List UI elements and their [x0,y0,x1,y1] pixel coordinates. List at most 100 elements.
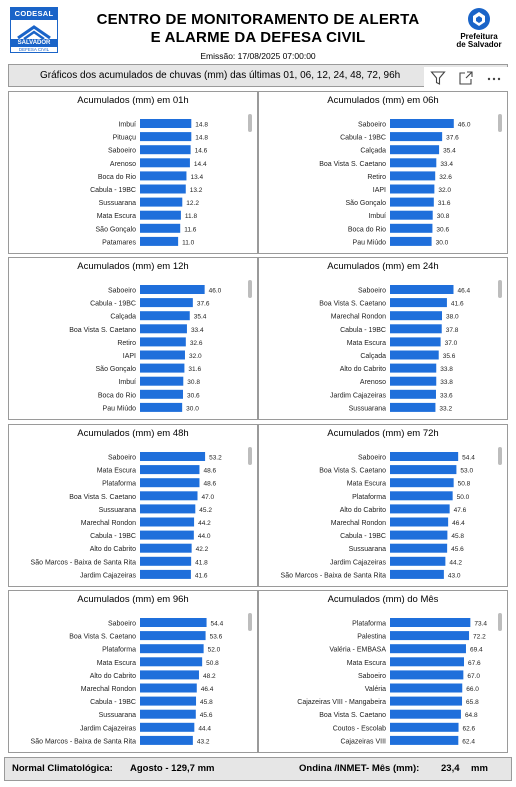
bar[interactable] [140,311,190,321]
bar[interactable] [140,722,195,732]
bar[interactable] [390,324,442,334]
bar[interactable] [140,285,205,294]
bar[interactable] [390,311,442,321]
bar[interactable] [140,145,191,155]
expand-icon[interactable] [457,69,475,87]
bar[interactable] [390,478,454,488]
bar[interactable] [140,119,192,128]
bar[interactable] [140,709,196,719]
bar[interactable] [140,350,185,360]
bar[interactable] [140,363,185,373]
bar[interactable] [140,543,192,553]
bar[interactable] [140,223,181,233]
bar[interactable] [390,210,433,220]
bar[interactable] [390,402,436,412]
bar[interactable] [140,670,199,680]
bar[interactable] [390,735,459,745]
bar[interactable] [390,223,433,233]
value-label: 41.8 [195,559,208,566]
bar[interactable] [390,145,440,155]
bar[interactable] [390,184,435,194]
bar[interactable] [390,389,436,399]
bar[interactable] [390,119,454,128]
category-label: Saboeiro [108,148,136,155]
category-label: Mata Escura [97,660,136,667]
bar[interactable] [390,657,465,667]
scrollbar[interactable] [498,613,502,631]
bar[interactable] [140,569,191,579]
prefeitura-logo-line2: de Salvador [456,40,502,49]
bar[interactable] [390,465,457,475]
bar[interactable] [390,376,437,386]
bar[interactable] [140,696,197,706]
bar[interactable] [390,644,466,654]
bar[interactable] [390,530,448,540]
bar[interactable] [140,210,181,220]
bar[interactable] [390,709,461,719]
bar[interactable] [390,452,459,461]
bar-chart-mes: Plataforma 73.4 Palestina 72.2 Valéria - EMB… [297,618,487,745]
scrollbar[interactable] [498,114,502,132]
bar[interactable] [140,324,187,334]
value-label: 66.0 [466,686,479,693]
bar[interactable] [390,171,436,181]
bar[interactable] [390,696,463,706]
value-label: 53.6 [210,634,223,641]
scrollbar[interactable] [248,447,252,465]
bar[interactable] [390,298,447,308]
bar[interactable] [140,657,203,667]
bar[interactable] [140,517,195,527]
bar[interactable] [390,569,444,579]
bar[interactable] [140,158,190,168]
bar[interactable] [390,285,454,294]
filter-icon[interactable] [429,69,447,87]
bar[interactable] [140,337,186,347]
value-label: 44.0 [198,533,211,540]
bar[interactable] [140,683,197,693]
bar[interactable] [390,683,463,693]
scrollbar[interactable] [248,114,252,132]
bar[interactable] [140,132,192,142]
bar[interactable] [140,184,186,194]
bar[interactable] [390,337,441,347]
bar[interactable] [140,197,183,207]
bar[interactable] [390,350,439,360]
more-options-icon[interactable] [485,69,503,87]
bar[interactable] [390,236,432,246]
bar[interactable] [390,363,437,373]
bar[interactable] [140,389,184,399]
bar[interactable] [390,158,437,168]
scrollbar[interactable] [498,447,502,465]
bar[interactable] [140,530,194,540]
bar[interactable] [140,631,206,641]
bar[interactable] [390,670,464,680]
bar[interactable] [390,722,459,732]
scrollbar[interactable] [248,613,252,631]
bar[interactable] [390,132,443,142]
scrollbar[interactable] [248,280,252,298]
bar[interactable] [140,402,183,412]
bar[interactable] [140,478,200,488]
category-label: Cabula - 19BC [340,135,386,142]
bar[interactable] [140,298,193,308]
bar[interactable] [390,517,449,527]
bar[interactable] [140,735,193,745]
bar[interactable] [140,556,192,566]
bar[interactable] [390,504,450,514]
bar[interactable] [390,543,448,553]
bar[interactable] [390,556,446,566]
bar[interactable] [140,618,207,627]
bar[interactable] [390,631,470,641]
bar[interactable] [140,452,206,461]
bar[interactable] [140,465,200,475]
scrollbar[interactable] [498,280,502,298]
bar[interactable] [390,491,453,501]
bar[interactable] [140,376,184,386]
bar[interactable] [140,644,204,654]
bar[interactable] [390,618,471,627]
bar[interactable] [140,236,179,246]
bar[interactable] [140,504,196,514]
bar[interactable] [140,491,198,501]
bar[interactable] [140,171,187,181]
bar[interactable] [390,197,434,207]
